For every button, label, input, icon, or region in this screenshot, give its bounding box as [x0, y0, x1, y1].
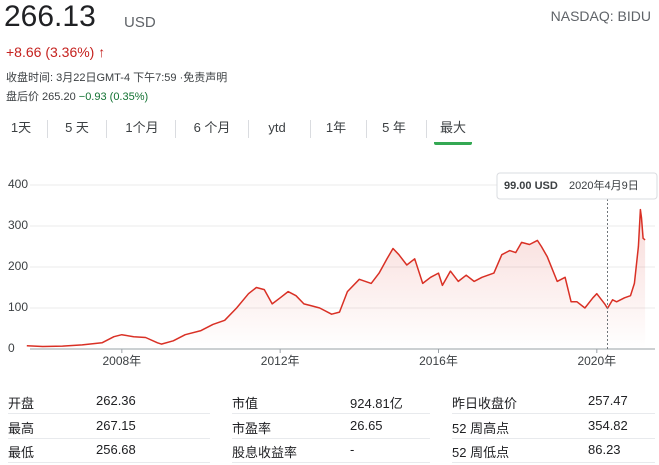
- stat-label: 52 周高点: [452, 421, 510, 436]
- stat-divider: [452, 413, 655, 414]
- stat-divider: [232, 438, 430, 439]
- y-tick-label: 300: [8, 218, 28, 232]
- price-area: [26, 209, 646, 349]
- stat-divider: [232, 413, 430, 414]
- stat-label: 52 周低点: [452, 445, 510, 460]
- arrow: ↑: [98, 44, 106, 60]
- stat-divider: [452, 438, 655, 439]
- x-tick-label: 2012年: [261, 354, 300, 368]
- stat-label: 最高: [8, 421, 35, 436]
- close-time[interactable]: 收盘时间: 3月22日GMT-4 下午7:59 ·免责声明: [6, 72, 228, 84]
- y-tick-label: 400: [8, 177, 28, 191]
- range-tab[interactable]: 5 年: [382, 120, 406, 135]
- stat-value: 257.47: [588, 393, 628, 408]
- tooltip-date: 2020年4月9日: [569, 178, 639, 192]
- tooltip-box: [496, 172, 658, 200]
- after-hours-label: 盘后价 265.20: [6, 91, 76, 103]
- stat-value: 262.36: [96, 393, 136, 408]
- x-tick-label: 2020年: [577, 354, 616, 368]
- after-hours: 盘后价 265.20 −0.93 (0.35%): [6, 88, 148, 104]
- range-tab[interactable]: 5 天: [65, 120, 89, 135]
- tab-separator: [175, 120, 176, 138]
- stat-label: 昨日收盘价: [452, 396, 518, 411]
- stat-label: 股息收益率: [232, 445, 298, 460]
- stat-value: 26.65: [350, 418, 383, 433]
- stat-value: -: [350, 442, 355, 457]
- range-tab[interactable]: 6 个月: [193, 120, 231, 135]
- stat-label: 市值: [232, 396, 259, 411]
- tab-separator: [310, 120, 311, 138]
- y-tick-label: 100: [8, 300, 28, 314]
- stat-label: 市盈率: [232, 421, 272, 436]
- change-value: +8.66 (3.36%): [6, 44, 95, 60]
- tab-separator: [366, 120, 367, 138]
- stat-divider: [8, 462, 210, 463]
- x-tick-label: 2016年: [419, 354, 458, 368]
- x-tick-label: 2008年: [102, 354, 141, 368]
- tab-separator: [248, 120, 249, 138]
- stat-divider: [8, 438, 210, 439]
- stat-divider: [232, 462, 430, 463]
- range-tab[interactable]: 1个月: [125, 120, 159, 135]
- tooltip-value: 99.00 USD: [504, 180, 558, 192]
- chart: 0 100 200 300 400 2008年 2012年 2016年 2020年 99.00 U…: [8, 172, 658, 368]
- stat-value: 86.23: [588, 442, 621, 457]
- tab-separator: [47, 120, 48, 138]
- stat-divider: [452, 462, 655, 463]
- stat-value: 924.81亿: [350, 396, 403, 411]
- stat-label: 开盘: [8, 396, 35, 411]
- y-tick-label: 200: [8, 259, 28, 273]
- price: 266.13: [4, 0, 96, 33]
- price-line: [26, 208, 646, 348]
- tab-separator: [106, 120, 107, 138]
- stat-value: 354.82: [588, 418, 628, 433]
- after-hours-change: −0.93 (0.35%): [78, 91, 149, 103]
- range-tab[interactable]: ytd: [268, 120, 286, 135]
- stat-value: 267.15: [96, 418, 136, 433]
- currency: USD: [124, 14, 156, 31]
- change: +8.66 (3.36%) ↑: [6, 44, 105, 60]
- y-tick-label: 0: [8, 341, 15, 355]
- range-tab[interactable]: 1天: [10, 120, 32, 135]
- range-tabs: 1天 5 天 1个月 6 个月 ytd 1年 5 年 最大: [0, 116, 480, 145]
- stat-value: 256.68: [96, 442, 136, 457]
- exchange: NASDAQ: BIDU: [550, 8, 651, 24]
- stat-label: 最低: [8, 445, 35, 460]
- range-tab[interactable]: 最大: [434, 116, 472, 145]
- range-tab[interactable]: 1年: [325, 120, 347, 135]
- tab-separator: [426, 120, 427, 138]
- stat-divider: [8, 413, 210, 414]
